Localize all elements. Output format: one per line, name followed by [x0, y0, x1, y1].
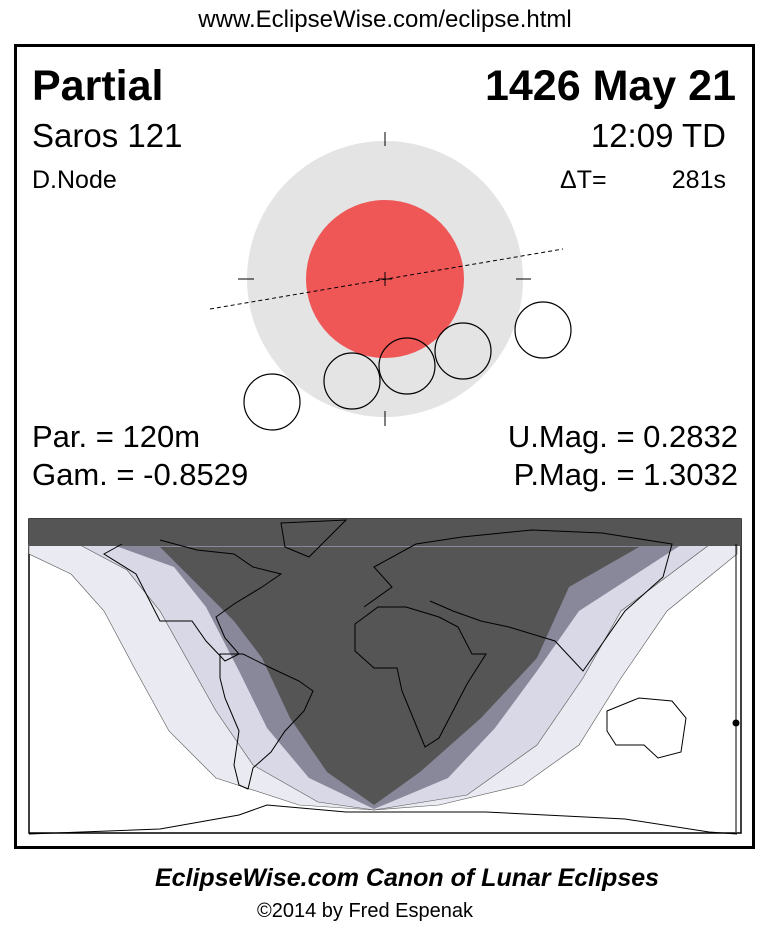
eclipse-time: 12:09 TD	[590, 117, 726, 154]
moon-u1-position	[323, 352, 381, 410]
footer-credit: ©2014 by Fred Espenak	[257, 900, 473, 922]
gamma-value: Gam. = -0.8529	[32, 457, 249, 492]
eurasia-outline	[363, 529, 673, 672]
penumbral-magnitude: P.Mag. = 1.3032	[513, 457, 738, 492]
moon-p1-position	[243, 373, 301, 431]
footer-title: EclipseWise.com Canon of Lunar Eclipses	[154, 864, 660, 892]
night-band-top	[29, 519, 741, 546]
coastlines	[28, 519, 738, 835]
south-america-outline	[219, 653, 314, 790]
australia-outline	[606, 697, 687, 759]
full-eclipse-visibility	[160, 547, 639, 805]
umbral-magnitude: U.Mag. = 0.2832	[507, 419, 738, 454]
eclipse-date: 1426 May 21	[484, 62, 736, 110]
antarctica-outline	[28, 804, 738, 835]
duration-value: Par. = 120m	[32, 419, 201, 454]
eclipse-panel-frame	[14, 44, 755, 849]
moon-p4-position	[514, 301, 572, 359]
greenland-outline	[280, 519, 348, 558]
moon-u4-position	[434, 322, 492, 380]
africa-outline	[354, 606, 487, 748]
moon-greatest-position	[378, 337, 436, 395]
page-url: www.EclipseWise.com/eclipse.html	[198, 6, 572, 33]
saros-number: Saros 121	[32, 117, 183, 154]
visibility-map	[28, 518, 742, 835]
delta-t-label: ΔT=	[560, 166, 607, 194]
delta-t-value: 281s	[671, 166, 726, 194]
shadow-diagram	[209, 132, 572, 431]
node-label: D.Node	[32, 166, 117, 194]
moon-path-line	[209, 248, 564, 310]
eclipse-type: Partial	[32, 62, 164, 110]
north-america-outline	[103, 539, 283, 662]
subsolar-point-marker	[732, 719, 740, 727]
